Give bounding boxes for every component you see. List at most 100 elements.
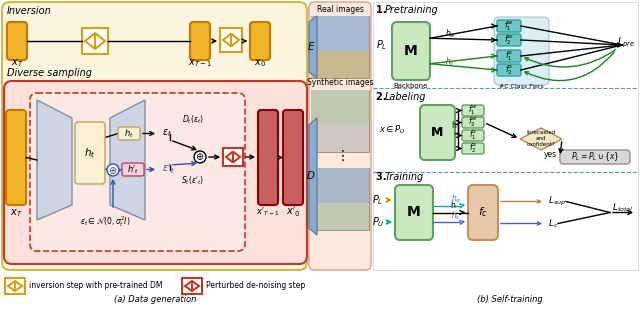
Text: $h_w$: $h_w$ <box>451 193 462 205</box>
Text: $h_s$: $h_s$ <box>445 56 454 68</box>
Bar <box>223 148 243 166</box>
Text: Diverse sampling: Diverse sampling <box>7 68 92 78</box>
Polygon shape <box>192 281 199 291</box>
Text: $P_U$: $P_U$ <box>372 215 385 229</box>
Text: #C Class Fiers: #C Class Fiers <box>499 84 543 89</box>
Text: E: E <box>308 42 314 52</box>
FancyBboxPatch shape <box>392 22 430 80</box>
Text: h: h <box>436 128 442 137</box>
Text: yes: yes <box>544 150 557 159</box>
Text: $x \in P_U$: $x \in P_U$ <box>379 123 406 136</box>
Text: Labeling: Labeling <box>385 92 426 102</box>
Text: $f_2^w$: $f_2^w$ <box>504 33 514 47</box>
FancyBboxPatch shape <box>420 105 455 160</box>
Polygon shape <box>309 118 317 235</box>
Text: D: D <box>307 171 315 181</box>
Bar <box>5 278 25 294</box>
Text: 1.: 1. <box>376 5 390 15</box>
Text: (a) Data generation: (a) Data generation <box>114 295 196 304</box>
Text: $D_t(\epsilon_t)$: $D_t(\epsilon_t)$ <box>182 114 204 126</box>
Polygon shape <box>309 16 317 78</box>
Text: $P_L = P_L \cup \{x\}$: $P_L = P_L \cup \{x\}$ <box>571 151 620 163</box>
Text: $f_1^s$: $f_1^s$ <box>505 49 513 63</box>
Text: Training: Training <box>385 172 424 182</box>
Polygon shape <box>226 151 233 162</box>
Text: $\epsilon_t$: $\epsilon_t$ <box>162 128 172 139</box>
Text: Backbone: Backbone <box>394 83 428 89</box>
Text: M: M <box>404 44 418 58</box>
Text: $P_L$: $P_L$ <box>372 193 383 207</box>
Polygon shape <box>95 33 105 49</box>
Text: M: M <box>407 206 421 219</box>
Text: Pretraining: Pretraining <box>385 5 439 15</box>
FancyBboxPatch shape <box>7 22 27 60</box>
Text: $x_T$: $x_T$ <box>10 207 22 219</box>
FancyBboxPatch shape <box>258 110 278 205</box>
Text: 3.: 3. <box>376 172 390 182</box>
Text: $\vdots$: $\vdots$ <box>335 148 345 163</box>
FancyBboxPatch shape <box>497 64 521 76</box>
Text: $L_{pre}$: $L_{pre}$ <box>617 35 636 50</box>
Text: $L_c$: $L_c$ <box>548 217 559 230</box>
Bar <box>311 168 369 203</box>
Text: $f_1^s$: $f_1^s$ <box>469 129 477 142</box>
Bar <box>373 2 638 270</box>
Text: $S_t(\epsilon'_t)$: $S_t(\epsilon'_t)$ <box>181 175 205 187</box>
Text: Inversion: Inversion <box>7 6 52 16</box>
FancyBboxPatch shape <box>462 130 484 141</box>
Text: h: h <box>451 121 456 130</box>
Bar <box>82 28 108 54</box>
Text: forecasted: forecasted <box>526 131 556 136</box>
Text: h: h <box>450 201 455 209</box>
Text: and: and <box>536 136 547 141</box>
Polygon shape <box>85 33 95 49</box>
Circle shape <box>107 164 119 176</box>
Polygon shape <box>15 281 22 291</box>
Text: (b) Self-training: (b) Self-training <box>477 295 543 304</box>
Text: $P_L$: $P_L$ <box>376 38 388 52</box>
Text: $h'_t$: $h'_t$ <box>127 163 140 176</box>
FancyBboxPatch shape <box>462 117 484 128</box>
Bar <box>311 16 369 51</box>
Text: $x_T$: $x_T$ <box>11 57 23 69</box>
FancyBboxPatch shape <box>309 2 371 270</box>
Circle shape <box>194 151 206 163</box>
Text: $f_c$: $f_c$ <box>478 206 488 219</box>
Text: Synthetic images: Synthetic images <box>307 78 373 87</box>
FancyBboxPatch shape <box>283 110 303 205</box>
Text: $f_1^w$: $f_1^w$ <box>468 104 478 117</box>
Text: confident?: confident? <box>527 142 556 147</box>
FancyBboxPatch shape <box>494 17 549 85</box>
Text: $\oplus$: $\oplus$ <box>108 165 118 176</box>
Text: $\epsilon'_t$: $\epsilon'_t$ <box>162 163 175 176</box>
FancyBboxPatch shape <box>122 163 144 176</box>
FancyBboxPatch shape <box>497 50 521 62</box>
Polygon shape <box>520 128 562 150</box>
FancyBboxPatch shape <box>497 20 521 32</box>
FancyBboxPatch shape <box>6 110 26 205</box>
Text: $h_w$: $h_w$ <box>445 28 456 40</box>
FancyBboxPatch shape <box>250 22 270 60</box>
Bar <box>311 16 369 78</box>
Bar <box>311 90 369 152</box>
Polygon shape <box>37 100 72 220</box>
FancyBboxPatch shape <box>560 150 630 164</box>
FancyBboxPatch shape <box>118 127 140 140</box>
Polygon shape <box>231 33 239 47</box>
Bar <box>311 51 369 78</box>
FancyBboxPatch shape <box>468 185 498 240</box>
Bar <box>311 90 369 125</box>
FancyBboxPatch shape <box>497 34 521 46</box>
Text: $x'_{T-1}$: $x'_{T-1}$ <box>256 206 280 218</box>
FancyBboxPatch shape <box>4 81 307 264</box>
Text: Real images: Real images <box>317 5 364 14</box>
Bar <box>220 28 242 52</box>
Text: $h_t$: $h_t$ <box>84 146 96 160</box>
Polygon shape <box>110 100 145 220</box>
Text: $x_{T-1}$: $x_{T-1}$ <box>188 57 212 69</box>
FancyBboxPatch shape <box>30 93 245 251</box>
Text: $f_1^w$: $f_1^w$ <box>504 19 514 33</box>
Text: $L_{total}$: $L_{total}$ <box>612 201 634 214</box>
FancyBboxPatch shape <box>190 22 210 60</box>
Text: inversion step with pre-trained DM: inversion step with pre-trained DM <box>29 281 163 290</box>
